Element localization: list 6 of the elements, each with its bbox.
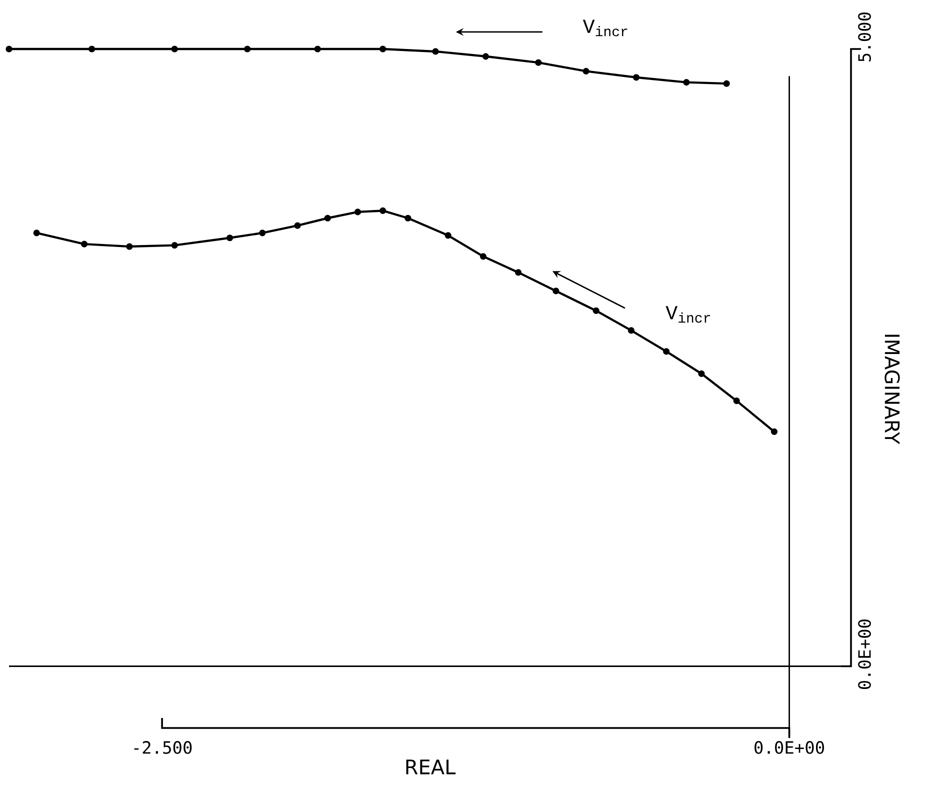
y-tick-label: 5.000 bbox=[858, 12, 871, 62]
x-axis-title: REAL bbox=[406, 760, 456, 774]
annotation: V$_{incr}$ bbox=[666, 306, 710, 323]
y-axis-title: IMAGINARY bbox=[884, 334, 900, 444]
text: V$_{incr}$ bbox=[582, 20, 628, 36]
x-tick-label: -2.500 bbox=[134, 741, 192, 754]
